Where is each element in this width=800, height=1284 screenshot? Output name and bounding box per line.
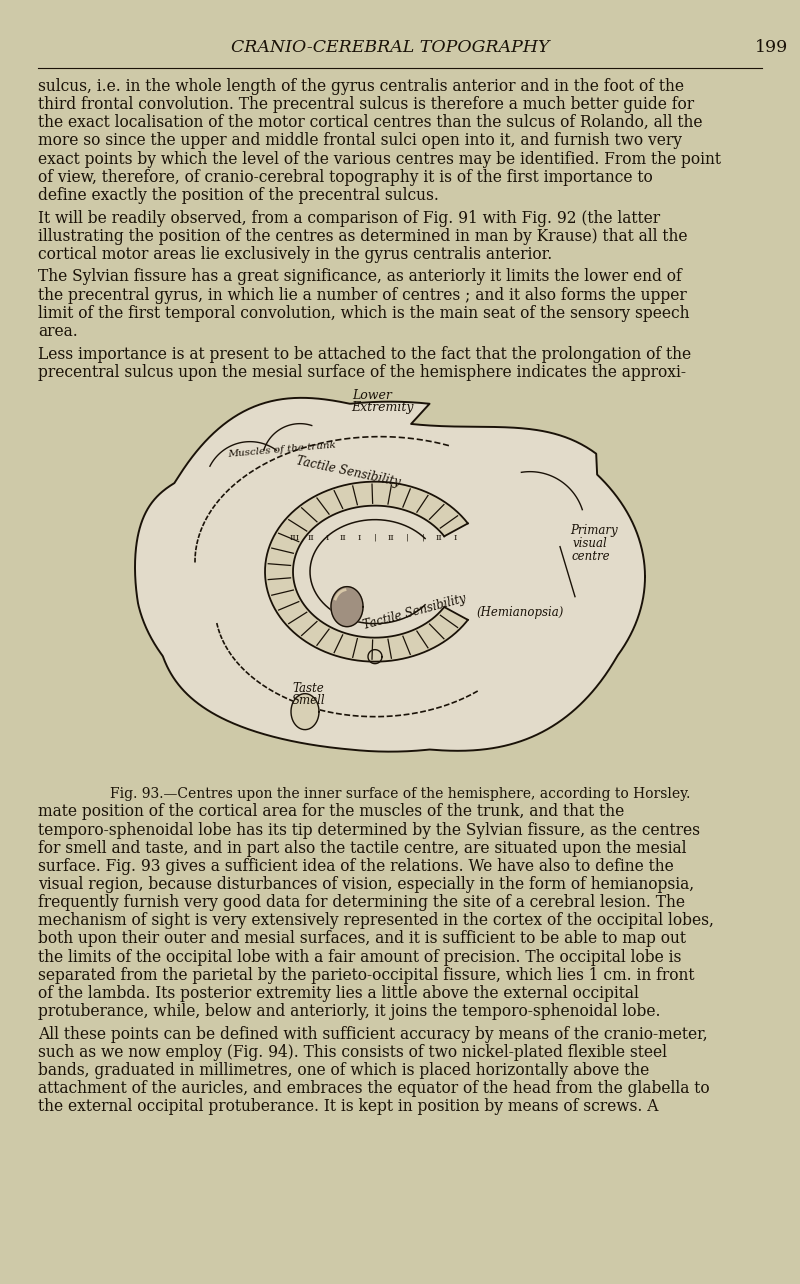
Text: both upon their outer and mesial surfaces, and it is sufficient to be able to ma: both upon their outer and mesial surface… <box>38 931 686 948</box>
Text: surface. Fig. 93 gives a sufficient idea of the relations. We have also to defin: surface. Fig. 93 gives a sufficient idea… <box>38 858 674 874</box>
Text: the limits of the occipital lobe with a fair amount of precision. The occipital : the limits of the occipital lobe with a … <box>38 949 682 966</box>
Text: attachment of the auricles, and embraces the equator of the head from the glabel: attachment of the auricles, and embraces… <box>38 1080 710 1097</box>
Text: III: III <box>290 534 300 542</box>
Text: bands, graduated in millimetres, one of which is placed horizontally above the: bands, graduated in millimetres, one of … <box>38 1062 650 1079</box>
Text: I: I <box>326 534 329 542</box>
Text: |: | <box>406 534 409 542</box>
Text: |: | <box>422 534 425 542</box>
Text: limit of the first temporal convolution, which is the main seat of the sensory s: limit of the first temporal convolution,… <box>38 304 690 322</box>
Text: All these points can be defined with sufficient accuracy by means of the cranio-: All these points can be defined with suf… <box>38 1026 708 1043</box>
Text: Lower: Lower <box>352 389 392 402</box>
Polygon shape <box>331 587 363 627</box>
Polygon shape <box>135 398 645 751</box>
Text: illustrating the position of the centres as determined in man by Krause) that al: illustrating the position of the centres… <box>38 227 687 245</box>
Text: Fig. 93.—Centres upon the inner surface of the hemisphere, according to Horsley.: Fig. 93.—Centres upon the inner surface … <box>110 787 690 801</box>
Text: II: II <box>340 534 346 542</box>
Text: 199: 199 <box>755 39 788 56</box>
Text: centre: centre <box>571 550 610 562</box>
Text: II: II <box>388 534 394 542</box>
Text: I: I <box>358 534 361 542</box>
Text: define exactly the position of the precentral sulcus.: define exactly the position of the prece… <box>38 187 439 204</box>
Text: of view, therefore, of cranio-cerebral topography it is of the first importance : of view, therefore, of cranio-cerebral t… <box>38 168 653 186</box>
Text: (Hemianopsia): (Hemianopsia) <box>476 606 564 619</box>
Text: Extremity: Extremity <box>350 401 414 413</box>
Text: separated from the parietal by the parieto-occipital fissure, which lies 1 cm. i: separated from the parietal by the parie… <box>38 967 694 984</box>
Text: area.: area. <box>38 322 78 340</box>
Text: Smell: Smell <box>291 693 325 706</box>
Text: more so since the upper and middle frontal sulci open into it, and furnish two v: more so since the upper and middle front… <box>38 132 682 149</box>
Text: Taste: Taste <box>292 682 324 695</box>
Text: visual: visual <box>573 537 608 550</box>
Text: frequently furnish very good data for determining the site of a cerebral lesion.: frequently furnish very good data for de… <box>38 894 685 912</box>
Text: visual region, because disturbances of vision, especially in the form of hemiano: visual region, because disturbances of v… <box>38 876 694 894</box>
Text: Tactile Sensibility: Tactile Sensibility <box>362 592 468 632</box>
Text: The Sylvian fissure has a great significance, as anteriorly it limits the lower : The Sylvian fissure has a great signific… <box>38 268 682 285</box>
Text: cortical motor areas lie exclusively in the gyrus centralis anterior.: cortical motor areas lie exclusively in … <box>38 245 552 263</box>
Polygon shape <box>265 482 468 661</box>
Text: mechanism of sight is very extensively represented in the cortex of the occipita: mechanism of sight is very extensively r… <box>38 913 714 930</box>
Text: the precentral gyrus, in which lie a number of centres ; and it also forms the u: the precentral gyrus, in which lie a num… <box>38 286 686 303</box>
Text: for smell and taste, and in part also the tactile centre, are situated upon the : for smell and taste, and in part also th… <box>38 840 686 856</box>
Text: II: II <box>308 534 314 542</box>
Text: such as we now employ (Fig. 94). This consists of two nickel-plated flexible ste: such as we now employ (Fig. 94). This co… <box>38 1044 667 1061</box>
Text: exact points by which the level of the various centres may be identified. From t: exact points by which the level of the v… <box>38 150 721 167</box>
Text: protuberance, while, below and anteriorly, it joins the temporo-sphenoidal lobe.: protuberance, while, below and anteriorl… <box>38 1003 661 1019</box>
Text: mate position of the cortical area for the muscles of the trunk, and that the: mate position of the cortical area for t… <box>38 804 624 820</box>
Text: the external occipital protuberance. It is kept in position by means of screws. : the external occipital protuberance. It … <box>38 1098 658 1116</box>
Text: Primary: Primary <box>570 524 618 537</box>
Text: the exact localisation of the motor cortical centres than the sulcus of Rolando,: the exact localisation of the motor cort… <box>38 114 702 131</box>
Text: temporo-sphenoidal lobe has its tip determined by the Sylvian fissure, as the ce: temporo-sphenoidal lobe has its tip dete… <box>38 822 700 838</box>
Text: Less importance is at present to be attached to the fact that the prolongation o: Less importance is at present to be atta… <box>38 345 691 362</box>
Text: sulcus, i.e. in the whole length of the gyrus centralis anterior and in the foot: sulcus, i.e. in the whole length of the … <box>38 78 684 95</box>
Text: |: | <box>374 534 377 542</box>
Text: I: I <box>454 534 457 542</box>
Text: CRANIO-CEREBRAL TOPOGRAPHY: CRANIO-CEREBRAL TOPOGRAPHY <box>230 39 550 56</box>
Text: It will be readily observed, from a comparison of Fig. 91 with Fig. 92 (the latt: It will be readily observed, from a comp… <box>38 209 660 226</box>
Polygon shape <box>291 693 319 729</box>
Text: of the lambda. Its posterior extremity lies a little above the external occipita: of the lambda. Its posterior extremity l… <box>38 985 639 1002</box>
Text: Muscles of the trunk: Muscles of the trunk <box>227 440 337 458</box>
Text: precentral sulcus upon the mesial surface of the hemisphere indicates the approx: precentral sulcus upon the mesial surfac… <box>38 363 686 381</box>
Text: third frontal convolution. The precentral sulcus is therefore a much better guid: third frontal convolution. The precentra… <box>38 96 694 113</box>
Text: Tactile Sensibility: Tactile Sensibility <box>294 453 402 489</box>
Text: II: II <box>436 534 442 542</box>
